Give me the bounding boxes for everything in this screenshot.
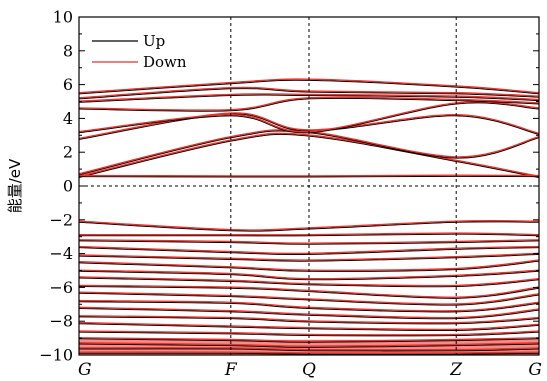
x-tick-label-4: G bbox=[528, 360, 542, 380]
band-up-17 bbox=[79, 286, 539, 299]
band-up-8 bbox=[79, 79, 539, 95]
band-up-20 bbox=[79, 307, 539, 320]
y-tick-label-4: −2 bbox=[49, 210, 73, 229]
band-up-22 bbox=[79, 323, 539, 332]
band-down-6 bbox=[79, 93, 539, 102]
band-down-13 bbox=[79, 252, 539, 261]
x-tick-label-2: Q bbox=[302, 360, 316, 380]
band-down-25 bbox=[79, 342, 539, 347]
band-down-22 bbox=[79, 321, 539, 331]
band-up-16 bbox=[79, 277, 539, 288]
band-up-0 bbox=[79, 133, 539, 178]
y-axis-ticks: −10 −8 −6 −4 −2 0 2 4 6 8 10 bbox=[39, 8, 539, 365]
y-tick-label-9: 8 bbox=[63, 41, 73, 60]
band-down-23 bbox=[79, 330, 539, 336]
y-tick-label-3: −4 bbox=[49, 244, 73, 263]
band-down-11 bbox=[79, 239, 539, 244]
x-tick-label-1: F bbox=[224, 360, 238, 380]
x-tick-label-0: G bbox=[78, 360, 92, 380]
band-up-21 bbox=[79, 316, 539, 325]
band-down-20 bbox=[79, 306, 539, 319]
legend-down-label: Down bbox=[143, 53, 187, 71]
band-up-12 bbox=[79, 247, 539, 256]
y-tick-label-6: 2 bbox=[63, 143, 73, 162]
y-tick-label-0: −10 bbox=[39, 346, 73, 365]
y-tick-label-8: 6 bbox=[63, 75, 73, 94]
band-down-15 bbox=[79, 269, 539, 280]
band-up-2 bbox=[79, 175, 539, 178]
band-down-21 bbox=[79, 315, 539, 324]
legend: Up Down bbox=[87, 27, 187, 73]
band-up-15 bbox=[79, 270, 539, 281]
y-tick-label-10: 10 bbox=[53, 8, 73, 27]
band-down-18 bbox=[79, 291, 539, 305]
band-up-13 bbox=[79, 253, 539, 262]
legend-up-label: Up bbox=[143, 32, 165, 50]
legend-background bbox=[87, 27, 167, 73]
y-tick-label-7: 4 bbox=[63, 109, 73, 128]
y-axis-label: 能量/eV bbox=[6, 158, 24, 213]
band-up-7 bbox=[79, 88, 539, 100]
x-tick-label-3: Z bbox=[449, 360, 463, 380]
band-up-5 bbox=[79, 97, 539, 112]
band-down-17 bbox=[79, 284, 539, 298]
band-up-11 bbox=[79, 240, 539, 245]
band-up-19 bbox=[79, 301, 539, 313]
band-down-0 bbox=[79, 132, 539, 178]
y-tick-label-1: −8 bbox=[49, 312, 73, 331]
band-up-26 bbox=[79, 348, 539, 352]
y-tick-label-5: 0 bbox=[63, 177, 73, 196]
y-tick-label-2: −6 bbox=[49, 278, 73, 297]
